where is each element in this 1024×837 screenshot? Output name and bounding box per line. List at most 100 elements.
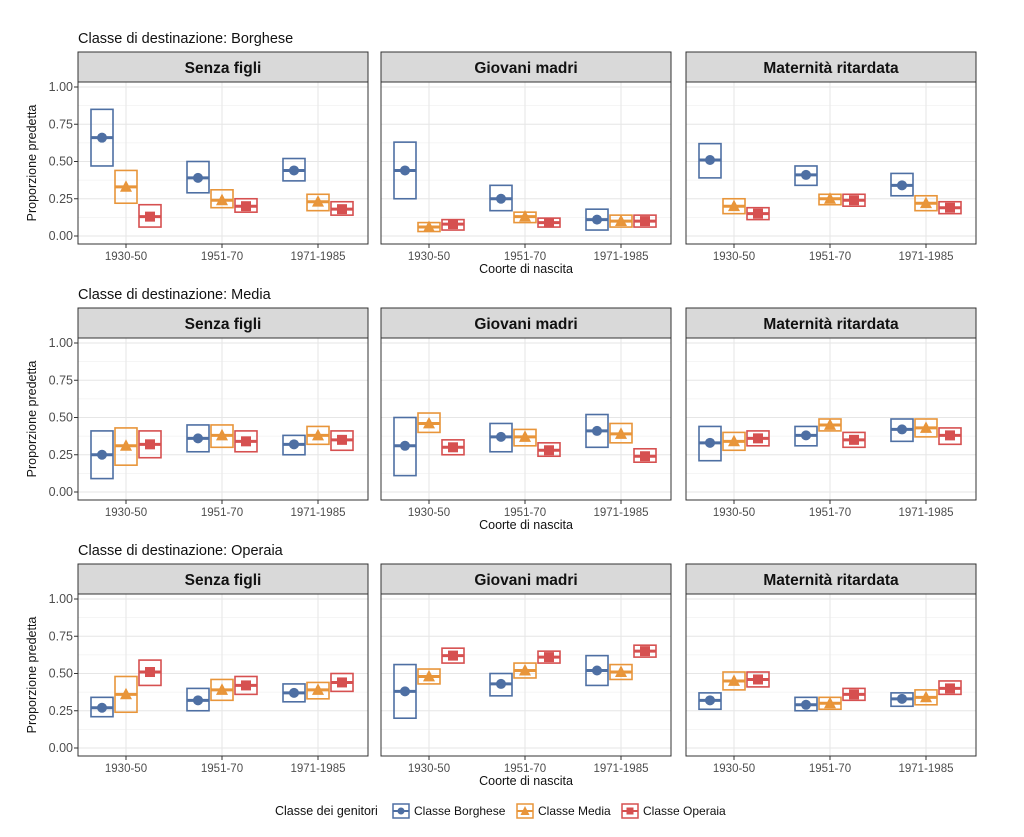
point-marker xyxy=(145,667,155,678)
y-tick-label: 0.00 xyxy=(49,741,73,755)
facet-row-0: Classe di destinazione: Borghese Proporzi… xyxy=(25,31,977,276)
legend-item: Classe Operaia xyxy=(621,803,726,819)
point-marker xyxy=(312,195,324,207)
point-marker xyxy=(728,199,740,212)
point-marker xyxy=(897,180,907,191)
legend-key-marker xyxy=(397,807,405,815)
panel-background xyxy=(381,338,671,500)
facet-strip-label: Senza figli xyxy=(185,572,262,589)
point-marker xyxy=(615,427,627,439)
point-marker xyxy=(289,687,299,698)
point-marker xyxy=(824,696,836,709)
y-tick-label: 0.75 xyxy=(49,629,73,643)
point-marker xyxy=(849,434,859,445)
point-marker xyxy=(519,430,531,442)
facet-strip xyxy=(77,563,369,595)
point-marker xyxy=(544,445,554,456)
panel-background xyxy=(78,338,368,500)
x-tick-label: 1971-1985 xyxy=(291,763,346,775)
x-tick-label: 1951-70 xyxy=(504,251,546,263)
point-marker xyxy=(640,646,650,657)
facet-panel: Giovani madri 1930-50 1951-70 1971-1985 xyxy=(380,51,672,263)
point-marker xyxy=(496,678,506,689)
x-tick-label: 1971-1985 xyxy=(594,507,649,519)
y-axis-title: Proporzione predetta xyxy=(25,361,39,478)
point-marker xyxy=(945,683,955,694)
legend-key-marker xyxy=(520,806,530,815)
point-marker xyxy=(801,430,811,441)
y-tick-label: 0.50 xyxy=(49,667,73,681)
facet-panel: Senza figli 1930-50 1951-70 1971-1985 xyxy=(77,307,369,519)
panel-background xyxy=(686,82,976,244)
point-marker xyxy=(849,195,859,206)
facet-strip xyxy=(380,563,672,595)
x-tick-label: 1930-50 xyxy=(105,251,147,263)
legend-label: Classe Operaia xyxy=(643,804,726,818)
point-marker xyxy=(337,677,347,688)
point-marker xyxy=(193,695,203,706)
y-axis-title: Proporzione predetta xyxy=(25,105,39,222)
point-marker xyxy=(120,687,132,700)
y-tick-label: 0.25 xyxy=(49,192,73,206)
legend: Classe dei genitori Classe Borghese Classe… xyxy=(275,803,726,819)
point-marker xyxy=(849,689,859,700)
point-marker xyxy=(753,674,763,685)
legend-item: Classe Borghese xyxy=(392,803,506,819)
panel-background xyxy=(78,82,368,244)
x-tick-label: 1951-70 xyxy=(201,251,243,263)
facet-strip xyxy=(685,307,977,339)
x-tick-label: 1930-50 xyxy=(408,251,450,263)
x-tick-label: 1971-1985 xyxy=(899,763,954,775)
y-tick-label: 0.50 xyxy=(49,155,73,169)
point-marker xyxy=(592,425,602,436)
point-marker xyxy=(824,418,836,430)
x-tick-label: 1971-1985 xyxy=(291,507,346,519)
panel-border xyxy=(77,337,369,501)
point-marker xyxy=(423,669,435,682)
point-marker xyxy=(289,439,299,450)
y-tick-label: 1.00 xyxy=(49,80,73,94)
point-marker xyxy=(592,665,602,676)
point-marker xyxy=(753,208,763,219)
panel-border xyxy=(380,337,672,501)
facet-strip-label: Maternità ritardata xyxy=(763,316,899,333)
x-axis-title: Coorte di nascita xyxy=(479,518,573,532)
x-tick-label: 1930-50 xyxy=(408,507,450,519)
x-tick-label: 1930-50 xyxy=(408,763,450,775)
point-marker xyxy=(519,210,531,222)
row-title: Classe di destinazione: Media xyxy=(78,287,272,303)
point-marker xyxy=(640,451,650,462)
x-tick-label: 1930-50 xyxy=(713,507,755,519)
panel-border xyxy=(380,593,672,757)
y-tick-label: 0.00 xyxy=(49,229,73,243)
x-tick-label: 1971-1985 xyxy=(899,507,954,519)
facet-panel: Senza figli 1930-50 1951-70 1971-1985 xyxy=(77,563,369,775)
x-tick-label: 1971-1985 xyxy=(899,251,954,263)
point-marker xyxy=(216,193,228,206)
legend-label: Classe Borghese xyxy=(414,804,506,818)
facet-strip xyxy=(380,51,672,83)
facet-panel: Giovani madri 1930-50 1951-70 1971-1985 xyxy=(380,307,672,519)
facet-row-1: Classe di destinazione: Media Proporzione… xyxy=(25,287,977,532)
legend-key-marker xyxy=(626,807,634,815)
facet-row-2: Classe di destinazione: Operaia Proporzio… xyxy=(25,543,977,788)
legend-label: Classe Media xyxy=(538,804,611,818)
point-marker xyxy=(920,196,932,209)
point-marker xyxy=(615,214,627,227)
facet-strip-label: Maternità ritardata xyxy=(763,572,899,589)
facet-strip-label: Giovani madri xyxy=(474,60,577,77)
panel-border xyxy=(685,593,977,757)
facet-strip xyxy=(77,51,369,83)
facet-strip-label: Senza figli xyxy=(185,60,262,77)
facet-strip-label: Maternità ritardata xyxy=(763,60,899,77)
x-tick-label: 1951-70 xyxy=(201,507,243,519)
facet-panel: Maternità ritardata 1930-50 1951-70 1971-19… xyxy=(685,563,977,775)
y-tick-label: 0.75 xyxy=(49,117,73,131)
x-tick-label: 1971-1985 xyxy=(594,251,649,263)
point-marker xyxy=(519,663,531,676)
legend-title: Classe dei genitori xyxy=(275,804,378,818)
point-marker xyxy=(824,192,836,204)
x-tick-label: 1951-70 xyxy=(809,507,851,519)
